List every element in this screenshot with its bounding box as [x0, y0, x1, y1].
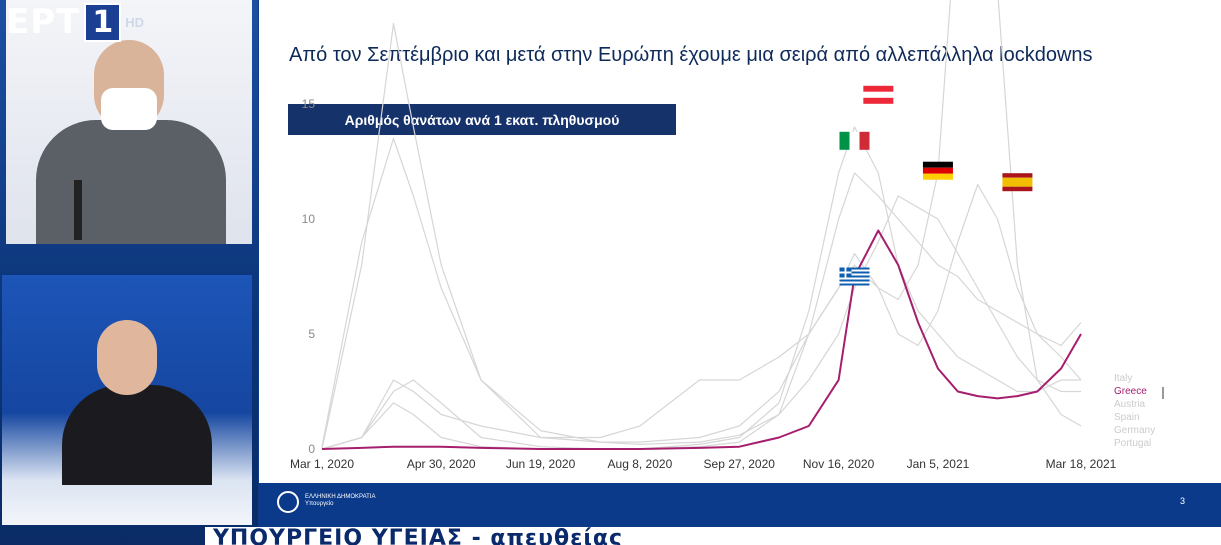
speaker-video — [6, 0, 252, 244]
x-tick-label: Sep 27, 2020 — [704, 457, 776, 471]
x-tick-label: Jun 19, 2020 — [506, 457, 576, 471]
austria-flag-icon — [863, 85, 894, 104]
series-line-portugal — [321, 0, 1082, 450]
x-tick-label: Aug 8, 2020 — [608, 457, 673, 471]
presentation-slide: Από τον Σεπτέμβριο και μετά στην Ευρώπη … — [259, 0, 1221, 483]
x-tick-label: Apr 30, 2020 — [407, 457, 476, 471]
germany-flag-icon — [922, 161, 953, 180]
footer-org: ΕΛΛΗΝΙΚΗ ΔΗΜΟΚΡΑΤΙΑ Υπουργείο — [305, 494, 375, 508]
legend-entry-spain: Spain — [1114, 412, 1140, 423]
x-tick-label: Nov 16, 2020 — [803, 457, 875, 471]
series-line-italy — [321, 137, 1082, 447]
ticker-text: ΥΠΟΥΡΓΕΙΟ ΥΓΕΙΑΣ - απευθείας — [213, 527, 624, 545]
interpreter-head — [97, 320, 157, 395]
government-seal-icon — [277, 491, 299, 513]
series-line-greece — [321, 229, 1082, 450]
x-tick-label: Jan 5, 2021 — [907, 457, 970, 471]
page-number: 3 — [1179, 496, 1185, 506]
series-line-germany — [321, 195, 1081, 450]
legend-entry-austria: Austria — [1114, 399, 1146, 410]
y-tick-label: 15 — [302, 97, 316, 111]
speaker-body — [36, 120, 226, 244]
series-line-austria — [321, 126, 1081, 450]
interpreter-body — [62, 385, 212, 485]
legend-entry-greece: Greece — [1114, 386, 1147, 397]
video-panel: ΕΡΤ 1 HD — [0, 0, 258, 545]
y-tick-label: 0 — [308, 442, 315, 456]
legend-entry-portugal: Portugal — [1114, 438, 1151, 449]
slide-footer: ΕΛΛΗΝΙΚΗ ΔΗΜΟΚΡΑΤΙΑ Υπουργείο 3 — [259, 483, 1221, 525]
y-tick-label: 5 — [308, 327, 315, 341]
channel-logo: ΕΡΤ 1 HD — [6, 2, 144, 42]
face-mask — [101, 88, 157, 130]
footer-org-line1: ΕΛΛΗΝΙΚΗ ΔΗΜΟΚΡΑΤΙΑ — [305, 494, 376, 500]
series-line-spain — [321, 22, 1082, 450]
spain-flag-icon — [1002, 173, 1033, 192]
channel-number: 1 — [84, 2, 122, 42]
legend-entry-italy: Italy — [1114, 373, 1132, 384]
legend-entry-germany: Germany — [1114, 425, 1155, 436]
x-tick-label: Mar 18, 2021 — [1046, 457, 1117, 471]
y-tick-label: 10 — [302, 212, 316, 226]
footer-org-line2: Υπουργείο — [305, 501, 334, 507]
italy-flag-icon — [839, 131, 870, 150]
news-ticker: ΥΠΟΥΡΓΕΙΟ ΥΓΕΙΑΣ - απευθείας — [205, 527, 1221, 545]
sign-language-video — [2, 275, 252, 525]
slide-title: Από τον Σεπτέμβριο και μετά στην Ευρώπη … — [289, 44, 1093, 66]
hd-label: HD — [125, 14, 144, 30]
channel-name: ΕΡΤ — [6, 2, 81, 42]
microphone — [74, 180, 82, 240]
greece-flag-icon — [839, 267, 870, 286]
x-tick-label: Mar 1, 2020 — [290, 457, 354, 471]
